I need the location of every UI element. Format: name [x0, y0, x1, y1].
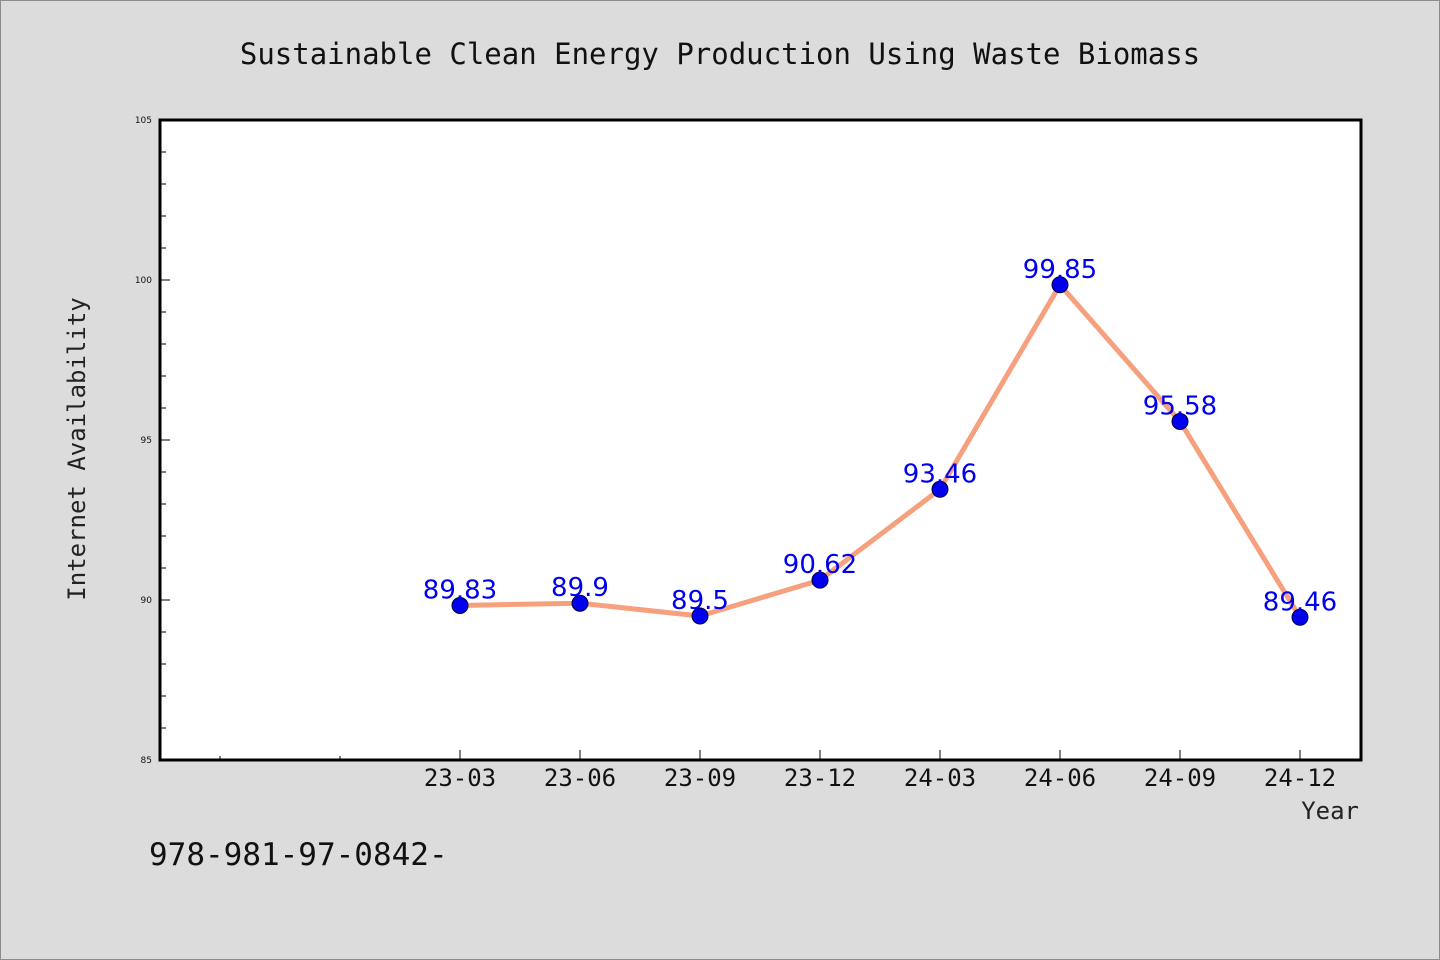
data-point: [1291, 608, 1309, 626]
data-label: 90.62: [783, 550, 857, 580]
plot-area: [158, 118, 1363, 762]
x-tick-label: 24-12: [1264, 764, 1336, 792]
x-tick-label: 24-06: [1024, 764, 1096, 792]
data-label: 89.83: [423, 575, 497, 605]
x-tick-label: 24-09: [1144, 764, 1216, 792]
data-label: 89.5: [671, 586, 729, 616]
y-tick-label: 105: [135, 116, 152, 126]
x-tick-label: 24-03: [904, 764, 976, 792]
x-tick-label: 23-12: [784, 764, 856, 792]
x-axis-title: Year: [1301, 797, 1359, 825]
data-point: [1171, 412, 1189, 430]
y-tick-label: 90: [141, 596, 153, 606]
y-axis: 85 90 95 100 105: [135, 116, 170, 766]
data-label: 95.58: [1143, 391, 1217, 421]
y-tick-label: 100: [135, 276, 152, 286]
data-label: 99.85: [1023, 255, 1097, 285]
series-layer: 89.83 89.9 89.5 90.62 93.46 99.85 95.58 89.46: [423, 255, 1337, 626]
y-tick-label: 95: [141, 436, 152, 446]
data-point: [1051, 276, 1069, 294]
footer-isbn-note: 978-981-97-0842-: [149, 837, 448, 873]
data-point: [931, 480, 949, 498]
series-line: [457, 282, 1303, 620]
data-label: 93.46: [903, 459, 977, 489]
data-point: [691, 607, 709, 625]
x-tick-label: 23-09: [664, 764, 736, 792]
data-label: 89.46: [1263, 587, 1337, 617]
x-tick-label: 23-03: [424, 764, 496, 792]
data-label: 89.9: [551, 573, 609, 603]
chart-title: Sustainable Clean Energy Production Usin…: [240, 37, 1200, 71]
data-point: [571, 594, 589, 612]
y-tick-label: 85: [141, 756, 152, 766]
x-axis: 23-03 23-06 23-09 23-12 24-03 24-06 24-09 24-12: [219, 750, 1336, 792]
data-point: [811, 571, 829, 589]
data-point: [451, 596, 469, 614]
x-tick-label: 23-06: [544, 764, 616, 792]
y-axis-title: Internet Availability: [63, 297, 91, 600]
